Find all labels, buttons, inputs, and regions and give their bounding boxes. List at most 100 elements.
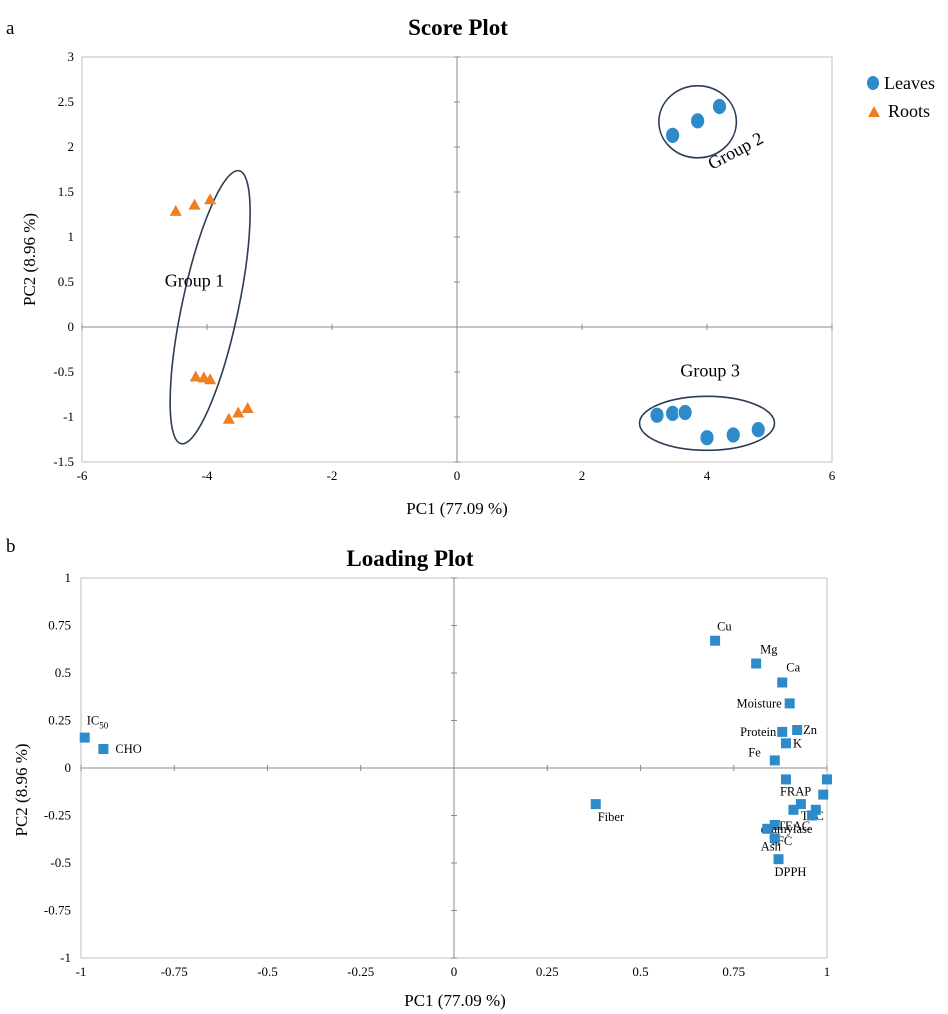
x-tick-label: 4 xyxy=(704,468,711,483)
roots-point xyxy=(189,370,202,382)
panel-letter-a: a xyxy=(6,18,15,39)
loading-point xyxy=(777,677,788,688)
y-tick-label: -0.25 xyxy=(44,808,71,823)
loading-point xyxy=(807,810,818,821)
point-label: Zn xyxy=(803,723,818,737)
leaves-point xyxy=(750,421,766,439)
point-label: Ash xyxy=(761,839,782,853)
point-label: TEAC xyxy=(777,819,810,833)
x-tick-label: -2 xyxy=(327,468,338,483)
y-tick-label: -1.5 xyxy=(53,454,74,469)
roots-point xyxy=(232,406,245,418)
point-label: CHO xyxy=(115,742,141,756)
loading-point xyxy=(762,823,773,834)
y-tick-label: 2 xyxy=(68,139,75,154)
y-tick-label: -1 xyxy=(63,409,74,424)
loading-point xyxy=(795,799,806,810)
point-label: IC50 xyxy=(87,714,109,731)
leaves-point xyxy=(712,98,727,115)
point-label: Mg xyxy=(760,643,778,657)
loading-point xyxy=(769,755,780,766)
point-label: Moisture xyxy=(737,696,783,710)
point-label: α-amylase xyxy=(761,822,813,836)
point-label: Fiber xyxy=(598,810,625,824)
point-label: K xyxy=(793,736,802,750)
y-tick-label: -0.5 xyxy=(50,855,71,870)
loading-point xyxy=(792,725,803,735)
loading-point xyxy=(769,833,780,844)
group-label: Group 3 xyxy=(680,361,740,381)
loading-point xyxy=(777,726,788,737)
legend-roots-marker xyxy=(868,106,880,117)
x-tick-label: -0.25 xyxy=(347,964,374,979)
score-plot: -6 -4 -2 0 2 4 6 -1.5 -1 -0.5 0 0.5 1 1.5 2 2.5 3 Score P… xyxy=(20,15,935,518)
x-tick-label: 2 xyxy=(579,468,586,483)
legend-leaves-label: Leaves xyxy=(884,73,935,93)
x-tick-label: 0.75 xyxy=(722,964,745,979)
y-tick-label: 0.75 xyxy=(48,618,71,633)
x-tick-label: -1 xyxy=(76,964,87,979)
loading-point xyxy=(769,820,780,830)
chart-title: Score Plot xyxy=(408,15,508,40)
y-tick-label: 1 xyxy=(68,229,75,244)
x-tick-label: -0.5 xyxy=(257,964,278,979)
panel-letter-b: b xyxy=(6,536,16,557)
loading-point xyxy=(810,804,821,815)
roots-point xyxy=(222,412,235,424)
loading-point xyxy=(822,774,832,785)
y-tick-label: 0.5 xyxy=(55,665,71,680)
loading-point xyxy=(590,799,601,810)
roots-point xyxy=(188,198,201,210)
loading-point xyxy=(98,744,109,754)
y-tick-label: -0.75 xyxy=(44,903,71,918)
y-tick-label: 3 xyxy=(68,49,75,64)
x-tick-label: 6 xyxy=(829,468,836,483)
x-tick-label: 1 xyxy=(824,964,831,979)
loading-point xyxy=(79,732,90,743)
x-axis-label: PC1 (77.09 %) xyxy=(404,991,506,1010)
y-axis-label: PC2 (8.96 %) xyxy=(12,743,31,836)
y-tick-label: 1 xyxy=(65,570,72,585)
x-tick-label: -0.75 xyxy=(161,964,188,979)
legend-roots-label: Roots xyxy=(888,101,930,121)
loading-point xyxy=(788,804,799,815)
y-tick-label: -0.5 xyxy=(53,364,74,379)
y-axis-label: PC2 (8.96 %) xyxy=(20,213,39,306)
leaves-point xyxy=(699,429,715,447)
loading-point xyxy=(780,774,791,785)
roots-point xyxy=(204,193,217,205)
y-tick-label: 0.25 xyxy=(48,713,71,728)
leaves-point xyxy=(677,404,693,421)
point-label: Ca xyxy=(786,661,800,675)
group-ellipse xyxy=(169,169,251,445)
group-ellipse xyxy=(638,395,776,452)
legend-leaves-marker xyxy=(867,76,879,90)
y-tick-label: 0 xyxy=(68,319,75,334)
y-tick-label: 1.5 xyxy=(58,184,74,199)
loading-point xyxy=(751,658,762,669)
roots-point xyxy=(241,402,254,413)
point-label: Protein xyxy=(740,725,777,739)
group-label: Group 1 xyxy=(165,271,225,291)
loading-point xyxy=(818,789,829,800)
y-tick-label: 2.5 xyxy=(58,94,74,109)
point-label: DPPH xyxy=(775,865,807,879)
x-tick-label: 0 xyxy=(451,964,458,979)
x-tick-label: -6 xyxy=(77,468,88,483)
group-ellipse xyxy=(658,85,738,159)
roots-point xyxy=(169,204,182,216)
x-tick-label: 0.25 xyxy=(536,964,559,979)
y-tick-label: 0 xyxy=(65,760,72,775)
leaves-point xyxy=(649,406,665,424)
point-label: FRAP xyxy=(780,784,811,798)
loading-point xyxy=(773,854,784,865)
leaves-point xyxy=(725,426,741,444)
leaves-point xyxy=(690,112,706,130)
point-label: Fe xyxy=(748,745,761,759)
loading-point xyxy=(780,738,791,749)
x-tick-label: 0.5 xyxy=(632,964,648,979)
chart-title: Loading Plot xyxy=(346,546,474,571)
x-tick-label: 0 xyxy=(454,468,461,483)
x-axis-label: PC1 (77.09 %) xyxy=(406,499,508,518)
